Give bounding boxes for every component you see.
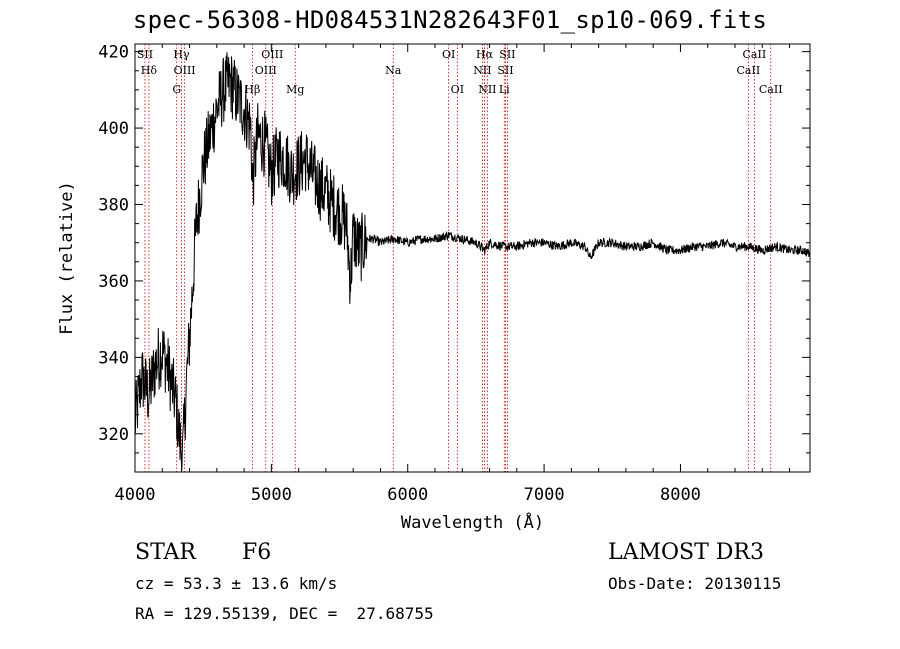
chart-title: spec-56308-HD084531N282643F01_sp10-069.f… (132, 6, 768, 34)
line-label: CaII (737, 64, 761, 77)
x-axis-label: Wavelength (Å) (401, 511, 544, 533)
line-label: Hγ (173, 48, 190, 61)
line-label: G (172, 83, 181, 96)
object-subclass: F6 (242, 540, 272, 565)
line-label: OIII (174, 64, 196, 77)
line-label: Mg (286, 83, 304, 96)
line-label: CaII (759, 83, 783, 96)
y-axis-label: Flux (relative) (57, 181, 77, 335)
x-tick-label: 6000 (387, 485, 428, 505)
y-tick-label: 360 (98, 272, 129, 292)
y-tick-label: 380 (98, 196, 129, 216)
redshift-text: cz = 53.3 ± 13.6 km/s (135, 574, 338, 593)
line-markers (144, 44, 772, 472)
line-label: OIII (255, 64, 277, 77)
survey-label: LAMOST DR3 (608, 540, 764, 565)
y-tick-label: 320 (98, 425, 129, 445)
y-tick-label: 400 (98, 119, 129, 139)
line-label: OI (451, 83, 464, 96)
line-label: NII (478, 83, 496, 96)
line-label: Hδ (141, 64, 158, 77)
line-label: OIII (261, 48, 283, 61)
spectrum-line (134, 52, 811, 473)
coordinates-text: RA = 129.55139, DEC = 27.68755 (135, 604, 434, 623)
line-label: SII (137, 48, 153, 61)
plot-frame (134, 43, 811, 473)
x-tick-label: 7000 (524, 485, 565, 505)
line-label: Hβ (244, 83, 260, 96)
x-tick-label: 4000 (115, 485, 156, 505)
x-tick-label: 8000 (660, 485, 701, 505)
line-label: Li (499, 83, 510, 96)
line-label: NII (473, 64, 491, 77)
y-tick-label: 340 (98, 348, 129, 368)
line-label: Na (385, 64, 402, 77)
line-labels: HδSIIGOIIIHγHβOIIIOIIIMgNaOIOINIIHαNIISI… (137, 48, 783, 96)
obs-date-text: Obs-Date: 20130115 (608, 574, 782, 593)
line-label: CaII (743, 48, 767, 61)
y-tick-label: 420 (98, 43, 129, 63)
line-label: SII (497, 64, 513, 77)
x-tick-label: 5000 (251, 485, 292, 505)
line-label: OI (442, 48, 455, 61)
line-label: SII (499, 48, 515, 61)
axis-ticks: 4000 5000 6000 7000 8000 320 340 360 380 400 420 (98, 43, 810, 505)
object-class: STAR (135, 540, 196, 565)
line-label: Hα (476, 48, 494, 61)
